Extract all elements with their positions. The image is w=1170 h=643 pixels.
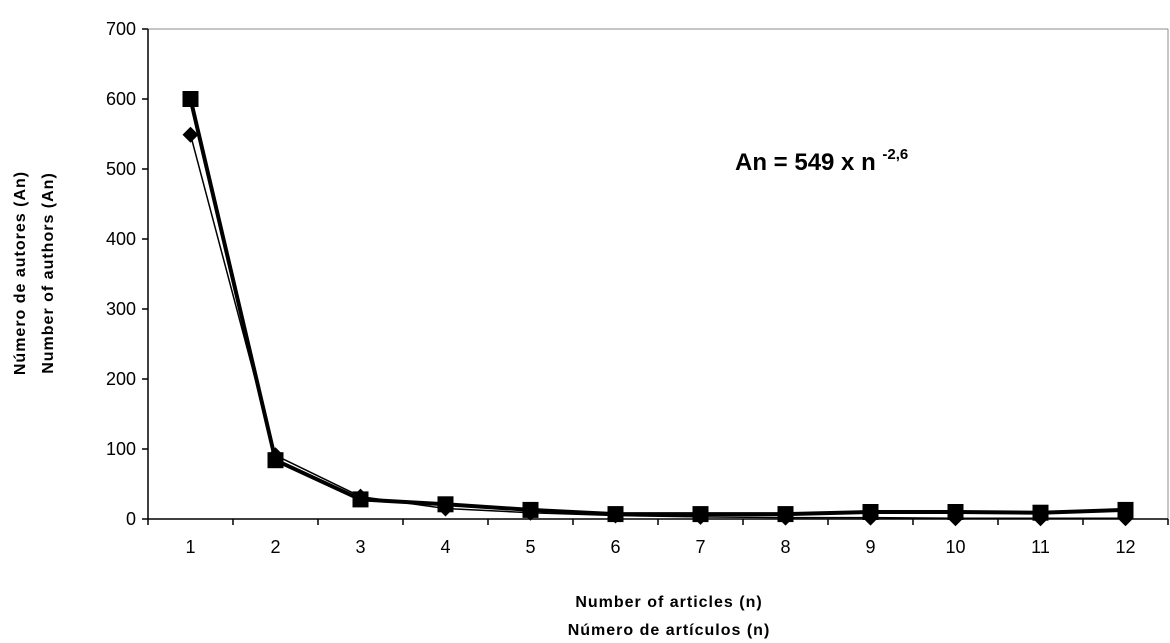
data-point-diamond [182,126,199,143]
data-point-square [1032,504,1049,521]
x-tick-label: 3 [355,537,365,557]
y-tick-label: 400 [106,229,136,249]
data-point-square [352,491,369,508]
equation-exponent: -2,6 [882,146,908,163]
data-point-square [692,506,709,523]
series-line-square [188,98,1126,517]
data-point-square [777,506,794,523]
y-axis-title-line-1: Número de autores (An) [12,171,29,375]
y-tick-label: 100 [106,439,136,459]
y-axis-ticks: 0 100 200 300 400 500 600 700 [106,19,148,529]
equation-base: An = 549 x n [735,149,876,176]
series-diamond [182,126,1134,527]
data-point-square [182,91,199,107]
series-square [182,91,1134,523]
y-tick-label: 600 [106,89,136,109]
y-tick-label: 700 [106,19,136,39]
x-tick-label: 10 [945,537,965,557]
axes [147,28,1169,520]
x-tick-label: 9 [865,537,875,557]
series-layer [182,91,1134,527]
y-tick-label: 0 [126,509,136,529]
x-tick-label: 1 [185,537,195,557]
data-point-square [947,504,964,520]
y-tick-label: 200 [106,369,136,389]
data-point-square [607,506,624,523]
y-tick-label: 300 [106,299,136,319]
y-tick-label: 500 [106,159,136,179]
data-point-square [522,501,539,518]
x-tick-label: 11 [1031,537,1050,557]
data-point-square [862,504,879,520]
x-axis-title-line-2: Número de artículos (n) [568,622,771,639]
y-axis-title-line-2: Number of authors (An) [40,172,57,374]
data-point-square [1117,501,1134,518]
x-axis-ticks: 1 2 3 4 5 6 7 8 9 10 11 12 [147,519,1169,557]
x-tick-label: 7 [695,537,705,557]
equation-annotation: An = 549 x n -2,6 [735,146,908,176]
x-tick-label: 6 [610,537,620,557]
data-point-square [267,452,284,469]
x-tick-label: 4 [440,537,450,557]
series-line-diamond [189,134,1126,520]
x-tick-label: 2 [270,537,280,557]
x-tick-label: 12 [1115,537,1135,557]
x-tick-label: 8 [780,537,790,557]
data-point-square [437,496,454,513]
x-tick-label: 5 [525,537,535,557]
x-axis-title-line-1: Number of articles (n) [575,594,762,611]
